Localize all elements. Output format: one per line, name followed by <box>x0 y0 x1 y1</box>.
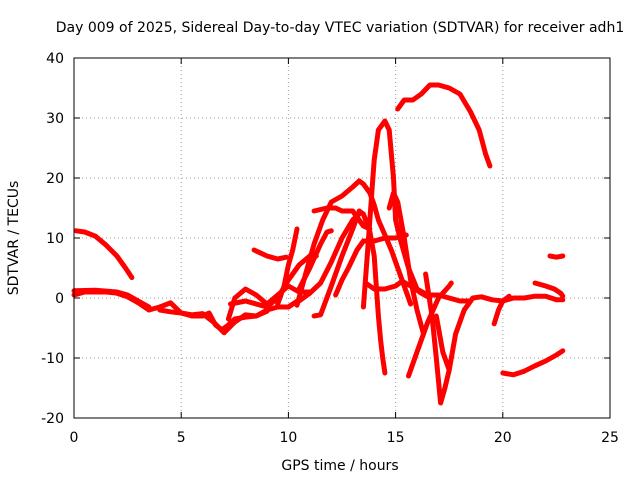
x-axis-label: GPS time / hours <box>281 458 398 474</box>
series-arc10 <box>311 208 388 376</box>
y-tick-label: 40 <box>46 51 64 67</box>
ticks <box>73 57 611 419</box>
series-arc14 <box>311 205 373 232</box>
y-tick-label: 20 <box>46 171 64 187</box>
series-arc21 <box>395 82 493 169</box>
y-tick-label: 0 <box>55 291 64 307</box>
x-tick-labels: 0 5 10 15 20 25 <box>70 430 619 446</box>
y-tick-label: -10 <box>41 351 64 367</box>
chart-title: Day 009 of 2025, Sidereal Day-to-day VTE… <box>56 20 624 36</box>
x-tick-label: 10 <box>279 430 297 446</box>
x-tick-label: 5 <box>177 430 186 446</box>
series-arc25 <box>547 253 566 260</box>
y-tick-label: 30 <box>46 111 64 127</box>
series-layer <box>71 82 566 406</box>
x-tick-label: 15 <box>387 430 405 446</box>
series-arc22 <box>491 293 512 327</box>
y-tick-label: 10 <box>46 231 64 247</box>
series-arc23 <box>500 348 566 378</box>
series-arc16 <box>386 190 426 337</box>
series-arc1 <box>73 228 135 281</box>
x-tick-label: 25 <box>601 430 619 446</box>
series-arc8 <box>275 226 300 307</box>
series-arc19 <box>423 271 452 406</box>
series-arc3 <box>71 287 152 310</box>
series-arc11 <box>296 211 362 304</box>
y-tick-label: -20 <box>41 411 64 427</box>
y-axis-label: SDTVAR / TECUs <box>6 181 22 296</box>
series-arc7 <box>251 247 289 262</box>
series-arc24 <box>532 280 566 299</box>
series-arc20 <box>433 293 566 373</box>
x-tick-label: 20 <box>494 430 512 446</box>
plot-frame <box>73 57 611 419</box>
y-tick-labels: -20 -10 0 10 20 30 40 <box>41 51 64 427</box>
series-arc12 <box>296 228 334 292</box>
series-arc4 <box>157 307 270 333</box>
series-arc13 <box>333 232 409 298</box>
series-arc17 <box>363 278 433 301</box>
x-tick-label: 0 <box>70 430 79 446</box>
